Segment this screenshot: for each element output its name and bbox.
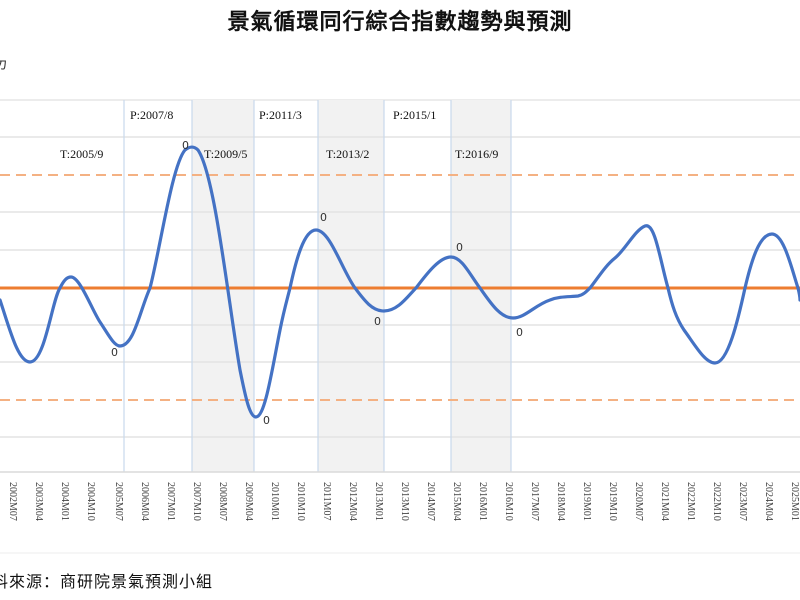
- x-tick: 2021M04: [659, 482, 670, 521]
- x-tick: 2013M10: [399, 482, 410, 521]
- x-tick: 2009M04: [243, 482, 254, 521]
- x-tick: 2014M07: [425, 482, 436, 521]
- peak-label: P:2007/8: [130, 108, 173, 122]
- gridlines: [0, 136, 800, 438]
- x-tick: 2006M04: [139, 482, 150, 521]
- period-dividers: [123, 100, 512, 472]
- x-tick: 2004M10: [85, 482, 96, 521]
- data-label: 0: [374, 315, 381, 328]
- data-label: 0: [516, 326, 523, 339]
- data-label: 0: [111, 346, 118, 359]
- x-tick: 2011M07: [321, 482, 332, 521]
- line-chart: P:2007/8 P:2011/3 P:2015/1 T:2005/9 T:20…: [0, 99, 800, 554]
- x-tick: 2008M07: [217, 482, 228, 521]
- x-tick: 2002M07: [7, 482, 18, 521]
- x-tick: 2023M07: [737, 482, 748, 521]
- x-tick: 2012M04: [347, 482, 358, 521]
- x-tick: 2010M10: [295, 482, 306, 521]
- trough-label: T:2009/5: [204, 147, 247, 161]
- x-tick: 2016M01: [477, 482, 488, 521]
- x-tick: 2019M01: [581, 482, 592, 521]
- trough-label: T:2016/9: [455, 147, 498, 161]
- x-tick: 2004M01: [59, 482, 70, 521]
- x-tick: 2018M04: [555, 482, 566, 521]
- peak-label: P:2015/1: [393, 108, 436, 122]
- source-note: 料來源：商研院景氣預測小組: [0, 572, 214, 591]
- x-tick: 2010M01: [269, 482, 280, 521]
- x-tick: 2013M01: [373, 482, 384, 521]
- x-tick: 2022M10: [711, 482, 722, 521]
- shaded-period: [318, 100, 384, 472]
- x-tick: 2007M01: [165, 482, 176, 521]
- x-tick: 2003M04: [33, 482, 44, 521]
- shaded-period: [451, 100, 511, 472]
- unit-label: ㄉ: [0, 57, 8, 73]
- x-tick: 2015M04: [451, 482, 462, 521]
- x-tick: 2016M10: [503, 482, 514, 521]
- x-tick: 2017M07: [529, 482, 540, 521]
- data-label: 0: [182, 139, 189, 152]
- x-tick: 2019M10: [607, 482, 618, 521]
- chart-title: 景氣循環同行綜合指數趨勢與預測: [227, 9, 573, 35]
- data-label: 0: [320, 211, 327, 224]
- x-tick: 2020M07: [633, 482, 644, 521]
- x-tick: 2024M04: [763, 482, 774, 521]
- trough-label: T:2013/2: [326, 147, 369, 161]
- trough-label: T:2005/9: [60, 147, 103, 161]
- x-tick: 2022M01: [685, 482, 696, 521]
- index-curve: [0, 145, 800, 419]
- x-tick-labels: 2002M07 2003M04 2004M01 2004M10 2005M07 …: [7, 482, 800, 521]
- x-tick: 2007M10: [191, 482, 202, 521]
- data-label: 0: [263, 414, 270, 427]
- data-label: 0: [456, 241, 463, 254]
- x-tick: 2025M01: [789, 482, 800, 521]
- peak-label: P:2011/3: [259, 108, 302, 122]
- x-tick: 2005M07: [113, 482, 124, 521]
